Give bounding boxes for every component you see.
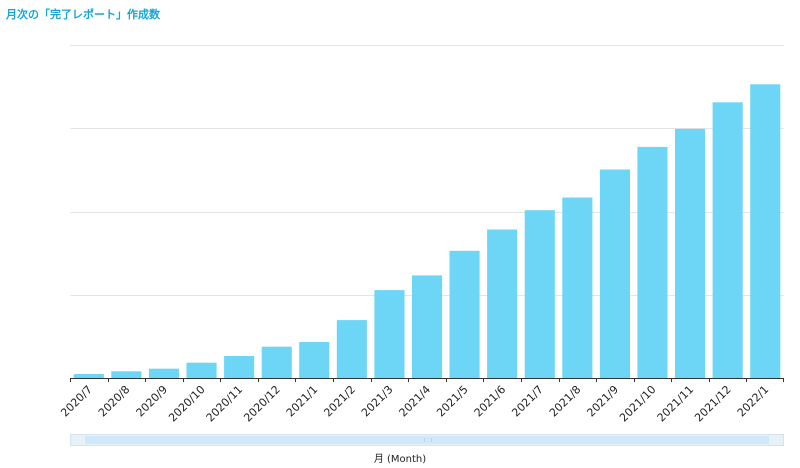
x-tick-label: 2021/3 — [359, 383, 396, 420]
x-tick-label: 2020/7 — [58, 383, 95, 420]
x-tick-label: 2020/8 — [96, 383, 133, 420]
bar[interactable] — [675, 128, 706, 378]
bar[interactable] — [111, 371, 142, 378]
bar[interactable] — [261, 346, 292, 378]
bar[interactable] — [73, 374, 104, 378]
x-tick-label: 2020/10 — [166, 383, 208, 425]
bar[interactable] — [374, 290, 405, 378]
x-tick-label: 2021/6 — [472, 383, 509, 420]
x-tick-label: 2021/12 — [692, 383, 734, 425]
x-tick-label: 2021/4 — [397, 383, 434, 420]
x-tick-label: 2021/8 — [547, 383, 584, 420]
bar[interactable] — [336, 320, 367, 378]
x-axis-label: 月 (Month) — [373, 454, 427, 465]
scrollbar-thumb[interactable] — [85, 436, 769, 444]
bar[interactable] — [299, 342, 330, 378]
x-tick-label: 2021/5 — [434, 383, 471, 420]
bar[interactable] — [186, 362, 217, 378]
horizontal-scrollbar[interactable] — [70, 434, 784, 446]
x-tick-label: 2021/9 — [584, 383, 621, 420]
bar[interactable] — [562, 197, 593, 379]
x-tick-label: 2021/10 — [617, 383, 659, 425]
grip-icon — [424, 438, 432, 442]
x-tick-label: 2020/11 — [204, 383, 246, 425]
bar[interactable] — [524, 210, 555, 378]
bar[interactable] — [449, 250, 480, 378]
bars — [73, 84, 781, 379]
bar[interactable] — [487, 229, 518, 379]
bar[interactable] — [712, 102, 743, 379]
bar[interactable] — [637, 146, 668, 378]
x-tick-label: 2020/9 — [134, 383, 171, 420]
x-tick-label: 2020/12 — [241, 383, 283, 425]
x-tick-label: 2021/7 — [509, 383, 546, 420]
bar[interactable] — [599, 169, 630, 379]
bar[interactable] — [412, 275, 443, 378]
bar[interactable] — [224, 356, 255, 378]
chart-title: 月次の「完了レポート」作成数 — [6, 8, 160, 21]
x-tick-label: 2021/2 — [321, 383, 358, 420]
bar[interactable] — [148, 368, 179, 378]
x-tick-label: 2022/1 — [735, 383, 772, 420]
x-tick-label: 2021/1 — [284, 383, 321, 420]
x-tick-label: 2021/11 — [655, 383, 697, 425]
bar[interactable] — [750, 84, 781, 379]
